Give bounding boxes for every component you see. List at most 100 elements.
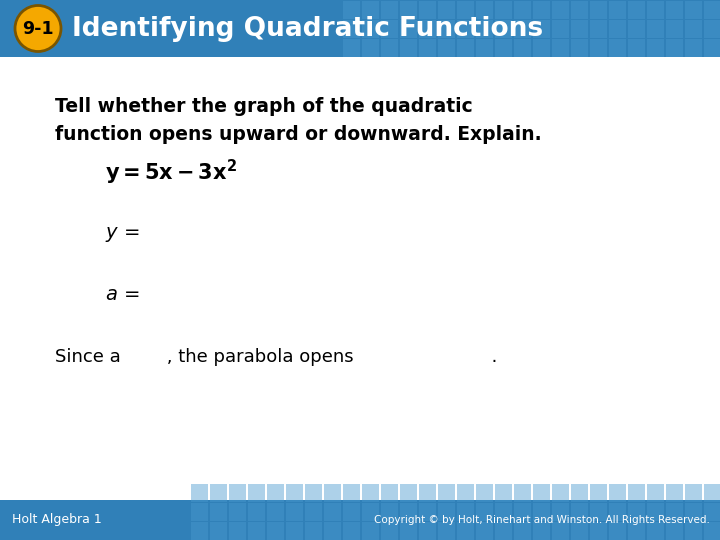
Bar: [400, 503, 417, 521]
Bar: [361, 1, 379, 18]
Bar: [305, 522, 322, 539]
Bar: [495, 20, 512, 37]
Bar: [513, 522, 531, 539]
Bar: [361, 39, 379, 57]
Bar: [210, 484, 227, 502]
Bar: [495, 522, 512, 539]
Text: Copyright © by Holt, Rinehart and Winston. All Rights Reserved.: Copyright © by Holt, Rinehart and Winsto…: [374, 515, 710, 525]
Bar: [685, 39, 702, 57]
Bar: [475, 1, 493, 18]
Bar: [286, 522, 303, 539]
Bar: [343, 39, 360, 57]
Bar: [286, 484, 303, 502]
Bar: [418, 484, 436, 502]
Bar: [400, 39, 417, 57]
Bar: [513, 484, 531, 502]
Bar: [590, 20, 607, 37]
Bar: [570, 522, 588, 539]
Bar: [513, 1, 531, 18]
Bar: [343, 1, 360, 18]
Bar: [400, 20, 417, 37]
Bar: [456, 484, 474, 502]
Bar: [210, 503, 227, 521]
Bar: [380, 484, 398, 502]
Bar: [685, 1, 702, 18]
Bar: [703, 503, 720, 521]
Bar: [552, 484, 569, 502]
Bar: [248, 503, 265, 521]
Text: $a$ =: $a$ =: [105, 286, 140, 305]
Bar: [191, 522, 208, 539]
Bar: [418, 503, 436, 521]
Bar: [361, 503, 379, 521]
Bar: [228, 522, 246, 539]
Bar: [475, 522, 493, 539]
Bar: [361, 484, 379, 502]
Bar: [418, 39, 436, 57]
Bar: [438, 522, 455, 539]
Bar: [361, 20, 379, 37]
Bar: [400, 1, 417, 18]
Bar: [0, 500, 720, 540]
Text: function opens upward or downward. Explain.: function opens upward or downward. Expla…: [55, 125, 541, 144]
Bar: [590, 503, 607, 521]
Text: $y$ =: $y$ =: [105, 226, 140, 245]
Bar: [495, 1, 512, 18]
Bar: [418, 1, 436, 18]
Text: Holt Algebra 1: Holt Algebra 1: [12, 514, 102, 526]
Bar: [191, 484, 208, 502]
Bar: [343, 522, 360, 539]
Bar: [323, 484, 341, 502]
Bar: [513, 503, 531, 521]
Bar: [495, 39, 512, 57]
Bar: [533, 522, 550, 539]
Bar: [552, 1, 569, 18]
Bar: [703, 39, 720, 57]
Bar: [665, 39, 683, 57]
Bar: [552, 503, 569, 521]
Bar: [703, 522, 720, 539]
Bar: [590, 522, 607, 539]
Bar: [533, 503, 550, 521]
Bar: [475, 39, 493, 57]
Bar: [628, 39, 645, 57]
Bar: [685, 503, 702, 521]
Bar: [608, 484, 626, 502]
Text: Identifying Quadratic Functions: Identifying Quadratic Functions: [72, 16, 543, 42]
Bar: [647, 1, 664, 18]
Bar: [495, 484, 512, 502]
Bar: [552, 20, 569, 37]
Text: $\mathbf{y = 5x - 3x^2}$: $\mathbf{y = 5x - 3x^2}$: [105, 157, 237, 187]
Bar: [570, 20, 588, 37]
Bar: [400, 522, 417, 539]
Bar: [665, 484, 683, 502]
Bar: [228, 503, 246, 521]
Bar: [703, 20, 720, 37]
Bar: [495, 503, 512, 521]
Bar: [552, 522, 569, 539]
Bar: [380, 39, 398, 57]
Bar: [456, 20, 474, 37]
Bar: [248, 484, 265, 502]
Bar: [418, 20, 436, 37]
Bar: [628, 522, 645, 539]
Bar: [266, 522, 284, 539]
Bar: [590, 484, 607, 502]
Bar: [438, 39, 455, 57]
Bar: [647, 39, 664, 57]
Bar: [323, 522, 341, 539]
Bar: [703, 484, 720, 502]
Bar: [380, 503, 398, 521]
Bar: [475, 20, 493, 37]
Bar: [210, 522, 227, 539]
Text: Tell whether the graph of the quadratic: Tell whether the graph of the quadratic: [55, 97, 473, 116]
Bar: [628, 484, 645, 502]
Bar: [380, 522, 398, 539]
Bar: [647, 484, 664, 502]
Bar: [703, 1, 720, 18]
Bar: [685, 522, 702, 539]
Bar: [380, 1, 398, 18]
Bar: [570, 484, 588, 502]
Bar: [305, 503, 322, 521]
Circle shape: [15, 5, 61, 51]
